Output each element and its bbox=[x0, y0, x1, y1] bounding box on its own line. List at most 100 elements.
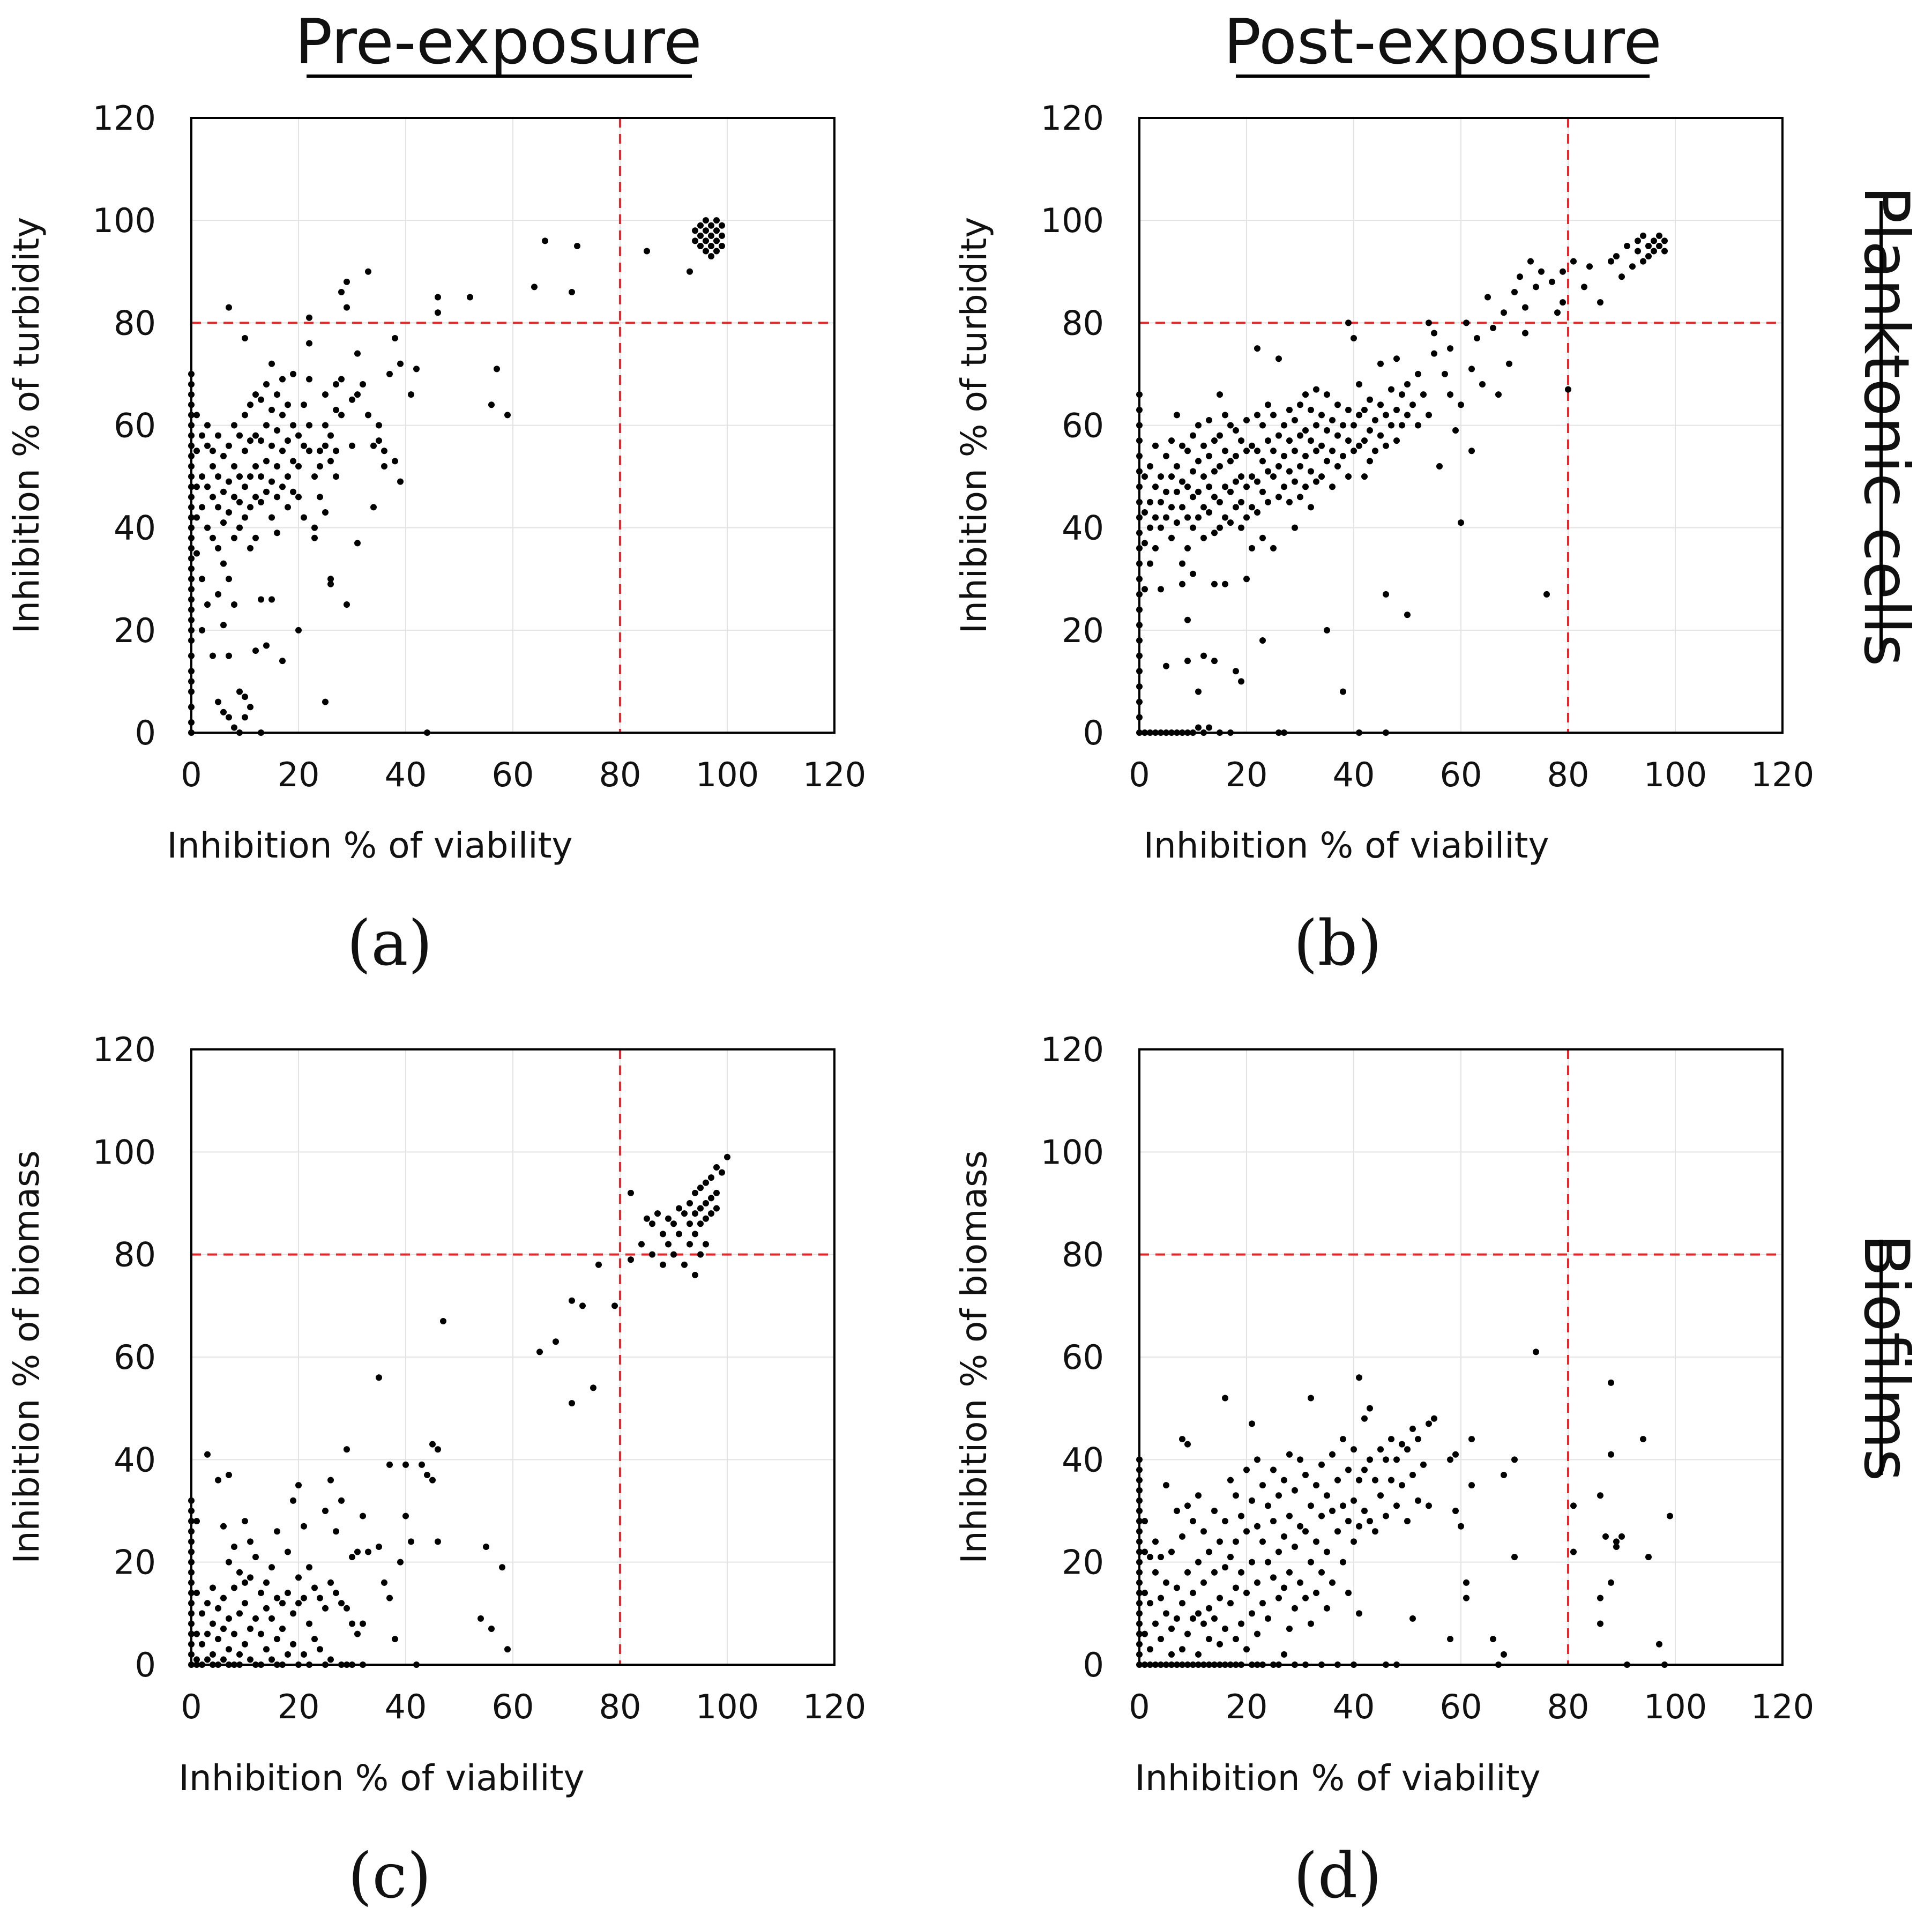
panel-b-point bbox=[1265, 498, 1271, 505]
panel-c-point bbox=[231, 1630, 237, 1637]
panel-b-point bbox=[1174, 412, 1180, 419]
panel-a-xtick-label: 120 bbox=[803, 755, 866, 794]
panel-a-point bbox=[215, 591, 221, 598]
panel-d-point bbox=[1254, 1630, 1260, 1637]
panel-d-point bbox=[1356, 1374, 1362, 1381]
panel-b-point bbox=[1517, 273, 1523, 280]
panel-a-point bbox=[285, 401, 291, 408]
panel-d-point bbox=[1222, 1518, 1228, 1525]
panel-d-point bbox=[1367, 1456, 1373, 1463]
panel-a-point bbox=[488, 401, 495, 408]
panel-d-point bbox=[1313, 1482, 1319, 1489]
panel-a-point bbox=[290, 458, 296, 465]
panel-b-point bbox=[1324, 627, 1330, 634]
panel-a-point bbox=[236, 473, 243, 480]
panel-d-y-axis-label: Inhibition % of biomass bbox=[953, 1150, 995, 1564]
panel-d-point bbox=[1227, 1477, 1234, 1484]
panel-d-ytick-label: 40 bbox=[1062, 1440, 1104, 1479]
panel-b-point bbox=[1388, 386, 1394, 393]
panel-a-point bbox=[236, 524, 243, 531]
panel-b-point bbox=[1211, 494, 1218, 501]
panel-b-point bbox=[1265, 437, 1271, 444]
panel-c-point bbox=[327, 1477, 334, 1484]
panel-c-point bbox=[274, 1594, 280, 1601]
panel-b-point bbox=[1613, 253, 1620, 260]
panel-b-point bbox=[1179, 442, 1185, 449]
panel-b-point bbox=[1308, 437, 1314, 444]
panel-b-point bbox=[1190, 432, 1196, 439]
panel-b-point bbox=[1249, 442, 1255, 449]
panel-b-xtick-label: 0 bbox=[1129, 755, 1150, 794]
panel-b-point bbox=[1195, 422, 1202, 429]
panel-d-point bbox=[1597, 1594, 1603, 1601]
panel-b-point bbox=[1393, 437, 1400, 444]
panel-a-point bbox=[279, 376, 286, 383]
panel-b-point bbox=[1200, 534, 1207, 541]
panel-a-point bbox=[247, 437, 253, 444]
panel-a-point bbox=[226, 442, 232, 449]
panel-d-point bbox=[1163, 1579, 1169, 1586]
panel-b-point bbox=[1345, 437, 1352, 444]
panel-c-point bbox=[536, 1348, 543, 1355]
panel-a-point bbox=[226, 509, 232, 516]
panel-b-point bbox=[1533, 284, 1539, 290]
panel-a-point bbox=[365, 412, 371, 419]
panel-b-point bbox=[1340, 688, 1346, 695]
panel-d-point bbox=[1426, 1502, 1432, 1509]
panel-a-point bbox=[193, 550, 200, 557]
panel-b-point bbox=[1313, 422, 1319, 429]
panel-b-point bbox=[1190, 468, 1196, 475]
panel-d-point bbox=[1195, 1492, 1202, 1499]
panel-d-ytick-label: 80 bbox=[1062, 1235, 1104, 1275]
panel-a-point bbox=[311, 524, 318, 531]
panel-b-ytick-label: 100 bbox=[1041, 201, 1104, 240]
panel-c-point bbox=[708, 1195, 714, 1202]
panel-b-point bbox=[1635, 248, 1641, 255]
panel-b-point bbox=[1640, 232, 1646, 239]
panel-d-point bbox=[1302, 1528, 1309, 1535]
panel-a-point bbox=[279, 412, 286, 419]
panel-c-point bbox=[649, 1220, 655, 1227]
panel-d-point bbox=[1356, 1523, 1362, 1530]
panel-b-point bbox=[1334, 432, 1341, 439]
panel-d-point bbox=[1152, 1620, 1159, 1627]
panel-a-point bbox=[193, 514, 200, 521]
panel-a-point bbox=[295, 432, 302, 439]
panel-c-point bbox=[665, 1215, 672, 1222]
panel-d-point bbox=[1206, 1636, 1212, 1643]
panel-a-label: (a) bbox=[347, 907, 432, 980]
panel-a-point bbox=[327, 580, 334, 587]
panel-d-xtick-label: 20 bbox=[1226, 1687, 1268, 1726]
panel-c-point bbox=[268, 1615, 275, 1622]
panel-d-point bbox=[1329, 1508, 1336, 1514]
panel-b-point bbox=[1393, 406, 1400, 413]
panel-b-point bbox=[1179, 580, 1185, 587]
panel-b-point bbox=[1629, 263, 1636, 270]
panel-b-point bbox=[1308, 468, 1314, 475]
panel-c-point bbox=[322, 1605, 329, 1612]
panel-b-point bbox=[1651, 248, 1657, 255]
panel-c-point bbox=[638, 1241, 645, 1248]
panel-d-point bbox=[1415, 1436, 1421, 1443]
panel-c-point bbox=[279, 1600, 286, 1607]
panel-a-point bbox=[327, 458, 334, 465]
panel-b-point bbox=[1249, 504, 1255, 511]
panel-c-point bbox=[322, 1508, 329, 1514]
panel-c-point bbox=[204, 1451, 211, 1458]
panel-b-point bbox=[1211, 468, 1218, 475]
panel-c-point bbox=[263, 1579, 270, 1586]
panel-a-point bbox=[252, 534, 259, 541]
panel-a-point bbox=[408, 391, 414, 398]
panel-a-point bbox=[242, 694, 248, 701]
panel-d-point bbox=[1463, 1579, 1469, 1586]
panel-d-xtick-label: 60 bbox=[1440, 1687, 1482, 1726]
panel-a-point bbox=[376, 437, 382, 444]
panel-d-point bbox=[1286, 1569, 1293, 1576]
panel-c-point bbox=[703, 1200, 709, 1206]
panel-c-point bbox=[242, 1579, 248, 1586]
panel-c-point bbox=[697, 1205, 704, 1212]
panel-d-point bbox=[1501, 1472, 1507, 1479]
panel-a-point bbox=[231, 534, 237, 541]
panel-c-point bbox=[670, 1251, 677, 1258]
panel-d-point bbox=[1281, 1651, 1287, 1658]
